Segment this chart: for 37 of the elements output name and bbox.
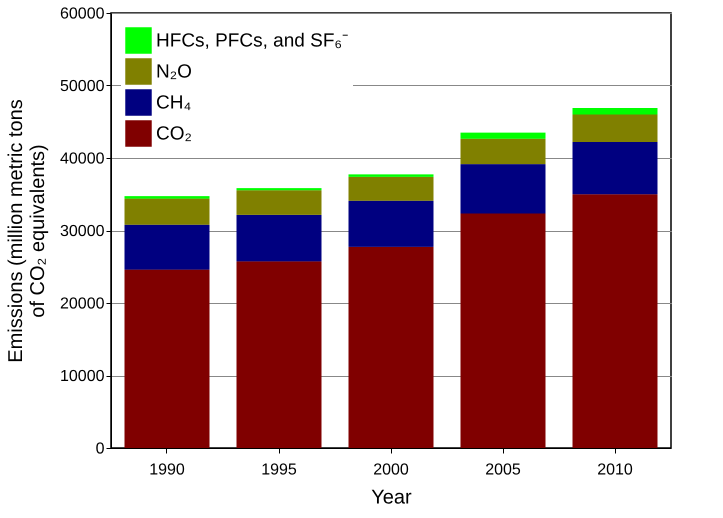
legend-label: CH₄ (156, 92, 192, 114)
y-tick-label: 30000 (60, 223, 105, 240)
bar (124, 224, 210, 270)
bar (572, 114, 658, 142)
bar (572, 194, 658, 448)
x-tick-label: 1995 (261, 462, 297, 478)
bar (460, 164, 546, 214)
bar (460, 132, 546, 139)
bar (236, 261, 322, 448)
x-axis-title: Year (371, 486, 412, 508)
y-tick-label: 0 (96, 440, 105, 458)
legend-label: HFCs, PFCs, and SF₆⁻ (156, 30, 348, 52)
bar (236, 214, 322, 262)
y-axis-title: Emissions (million metric tons of CO₂ equivalents) (5, 99, 50, 363)
bar (124, 198, 210, 225)
y-tick-label: 60000 (60, 6, 105, 22)
x-tick-label: 2005 (485, 462, 521, 478)
x-tick-label: 2000 (373, 462, 409, 478)
bar (572, 108, 658, 114)
x-tick-label: 2010 (597, 462, 633, 478)
bar (572, 142, 658, 194)
legend-label: N₂O (156, 62, 192, 82)
bar (348, 246, 434, 448)
bar (460, 213, 546, 448)
y-tick-label: 20000 (60, 296, 105, 312)
y-tick-label: 10000 (60, 368, 105, 385)
bar (124, 196, 210, 199)
y-tick-label: 40000 (60, 150, 105, 168)
y-tick-label: 50000 (60, 78, 105, 95)
bar (236, 190, 322, 215)
legend-label: CO₂ (156, 124, 192, 144)
bar (348, 176, 434, 201)
bar (124, 270, 210, 448)
bar (348, 200, 434, 247)
bar (348, 174, 434, 177)
x-tick-label: 1990 (149, 462, 185, 478)
bar (460, 138, 546, 164)
